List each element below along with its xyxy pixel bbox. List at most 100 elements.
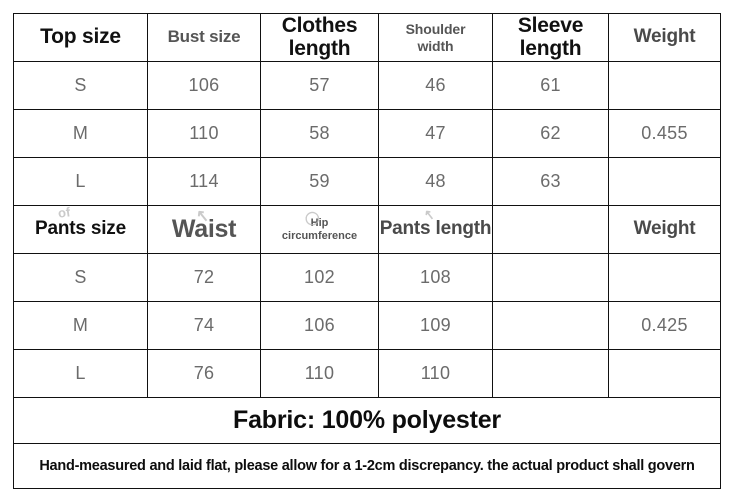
header-label-weight-top: Weight — [633, 26, 696, 48]
header-label-pants-length: Pants length — [379, 218, 492, 240]
cell-waist: 74 — [147, 301, 261, 350]
value-hip-circumference: 110 — [304, 363, 335, 383]
cell-weight — [608, 61, 721, 110]
cell-size: S — [13, 253, 148, 302]
header-cell-clothes-length: Clothes length — [260, 13, 379, 62]
fabric-label: Fabric: 100% polyester — [233, 406, 501, 434]
value-pants-length: 108 — [420, 267, 451, 287]
cell-bust-size: 106 — [147, 61, 261, 110]
table-row: L 114 59 48 63 — [13, 157, 721, 206]
value-pants-length: 110 — [420, 363, 451, 383]
header-label-sleeve-length-line2: length — [519, 36, 582, 60]
table-row: M 74 106 109 0.425 — [13, 301, 721, 350]
cell-bust-size: 114 — [147, 157, 261, 206]
header-cell-waist: Waist — [147, 205, 261, 254]
cell-waist: 76 — [147, 349, 261, 398]
cell-weight — [608, 157, 721, 206]
cell-sleeve-length: 61 — [492, 61, 609, 110]
header-cell-weight-top: Weight — [608, 13, 721, 62]
cell-pants-length: 108 — [378, 253, 493, 302]
header-cell-bust-size: Bust size — [147, 13, 261, 62]
value-weight: 0.455 — [641, 123, 688, 143]
cell-clothes-length: 59 — [260, 157, 379, 206]
header-cell-hip-circumference: Hip circumference — [260, 205, 379, 254]
value-sleeve-length: 63 — [540, 171, 561, 191]
header-label-pants-size: Pants size — [35, 218, 126, 240]
header-cell-weight-pants: Weight — [608, 205, 721, 254]
value-size: L — [75, 171, 86, 191]
value-pants-length: 109 — [420, 315, 451, 335]
value-shoulder-width: 48 — [425, 171, 446, 191]
value-waist: 76 — [193, 363, 215, 383]
cell-waist: 72 — [147, 253, 261, 302]
header-label-hip-circumference-line1: Hip — [310, 216, 329, 229]
value-size: S — [74, 267, 87, 287]
cell-pants-blank — [492, 349, 609, 398]
value-size: M — [72, 123, 89, 143]
top-section-header-row: Top size Bust size Clothes length Should… — [13, 13, 721, 62]
value-hip-circumference: 102 — [304, 267, 335, 287]
header-cell-pants-blank — [492, 205, 609, 254]
value-bust-size: 114 — [189, 171, 219, 191]
header-cell-sleeve-length: Sleeve length — [492, 13, 609, 62]
header-cell-pants-size: Pants size — [13, 205, 148, 254]
header-label-clothes-length-line1: Clothes — [281, 13, 358, 37]
cell-weight — [608, 349, 721, 398]
value-shoulder-width: 46 — [425, 75, 446, 95]
fabric-cell: Fabric: 100% polyester — [13, 397, 721, 444]
header-cell-top-size: Top size — [13, 13, 148, 62]
cell-size: M — [13, 301, 148, 350]
cell-pants-length: 110 — [378, 349, 493, 398]
header-cell-shoulder-width: Shoulder width — [378, 13, 493, 62]
cell-pants-length: 109 — [378, 301, 493, 350]
header-label-top-size: Top size — [40, 25, 121, 49]
table-row: L 76 110 110 — [13, 349, 721, 398]
header-label-bust-size: Bust size — [167, 27, 241, 46]
header-label-sleeve-length: Sleeve length — [494, 13, 608, 60]
value-bust-size: 110 — [189, 123, 219, 143]
cell-pants-blank — [492, 253, 609, 302]
table-row: S 72 102 108 — [13, 253, 721, 302]
value-sleeve-length: 62 — [540, 123, 561, 143]
value-size: L — [75, 363, 86, 383]
cell-size: S — [13, 61, 148, 110]
header-cell-pants-length: Pants length — [378, 205, 493, 254]
cell-bust-size: 110 — [147, 109, 261, 158]
cell-clothes-length: 58 — [260, 109, 379, 158]
value-clothes-length: 59 — [309, 171, 330, 191]
header-label-clothes-length-line2: length — [288, 36, 351, 60]
value-waist: 72 — [193, 267, 215, 287]
value-bust-size: 106 — [188, 75, 220, 95]
header-label-hip-circumference: Hip circumference — [262, 216, 378, 243]
value-clothes-length: 57 — [309, 75, 330, 95]
fabric-row: Fabric: 100% polyester — [13, 397, 721, 444]
cell-shoulder-width: 48 — [378, 157, 493, 206]
value-waist: 74 — [193, 315, 215, 335]
cell-clothes-length: 57 — [260, 61, 379, 110]
size-chart-table: Top size Bust size Clothes length Should… — [13, 13, 721, 489]
header-label-shoulder-width-line2: width — [417, 37, 454, 54]
header-label-shoulder-width-line1: Shoulder — [405, 21, 466, 38]
note-row: Hand-measured and laid flat, please allo… — [13, 443, 721, 489]
header-label-clothes-length: Clothes length — [262, 13, 378, 60]
header-label-weight-pants: Weight — [633, 218, 696, 240]
table-row: S 106 57 46 61 — [13, 61, 721, 110]
measurement-note: Hand-measured and laid flat, please allo… — [39, 458, 695, 474]
value-shoulder-width: 47 — [425, 123, 446, 143]
cell-sleeve-length: 63 — [492, 157, 609, 206]
cell-weight: 0.455 — [608, 109, 721, 158]
cell-weight — [608, 253, 721, 302]
cell-hip-circumference: 102 — [260, 253, 379, 302]
pants-section-header-row: Pants size Waist Hip circumference Pants… — [13, 205, 721, 254]
header-label-sleeve-length-line1: Sleeve — [517, 13, 584, 37]
header-label-hip-circumference-line2: circumference — [281, 229, 358, 242]
table-row: M 110 58 47 62 0.455 — [13, 109, 721, 158]
value-hip-circumference: 106 — [304, 315, 335, 335]
value-weight: 0.425 — [641, 315, 688, 335]
value-sleeve-length: 61 — [540, 75, 561, 95]
cell-shoulder-width: 46 — [378, 61, 493, 110]
cell-hip-circumference: 110 — [260, 349, 379, 398]
size-chart-table-wrapper: Top size Bust size Clothes length Should… — [13, 13, 721, 489]
cell-size: L — [13, 157, 148, 206]
header-label-shoulder-width: Shoulder width — [380, 21, 492, 54]
